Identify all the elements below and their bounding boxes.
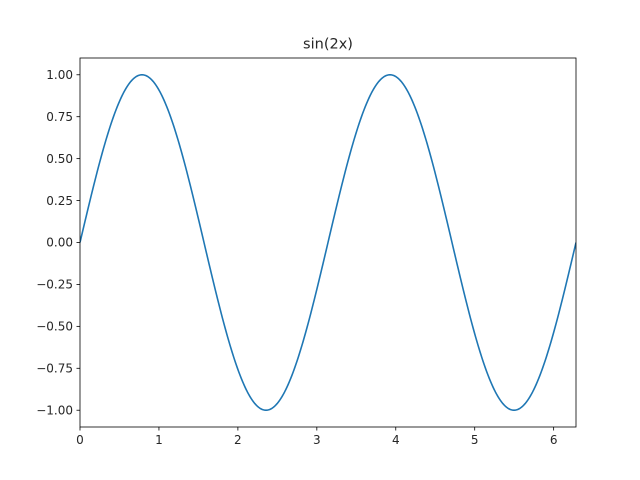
y-tick-label: −0.25 — [36, 278, 73, 292]
y-tick-label: 0.50 — [46, 152, 73, 166]
y-tick-label: −1.00 — [36, 403, 73, 417]
x-tick-label: 0 — [76, 433, 84, 447]
y-tick-label: 0.25 — [46, 194, 73, 208]
y-tick-label: −0.50 — [36, 320, 73, 334]
chart-title: sin(2x) — [303, 37, 353, 53]
x-tick-label: 5 — [471, 433, 479, 447]
plot-area — [80, 73, 576, 412]
y-tick-label: 0.00 — [46, 236, 73, 250]
series-line — [80, 73, 576, 412]
axes: 0 1 2 3 4 5 6 −1.00 −0.75 −0.50 −0.25 0.00 0.25 0.50 0… — [36, 57, 577, 447]
y-tick-label: 1.00 — [46, 68, 73, 82]
y-tick-label: 0.75 — [46, 110, 73, 124]
x-tick-label: 3 — [313, 433, 321, 447]
x-tick-label: 1 — [155, 433, 163, 447]
x-tick-label: 6 — [550, 433, 558, 447]
x-tick-label: 2 — [234, 433, 242, 447]
y-tick-label: −0.75 — [36, 361, 73, 375]
x-tick-label: 4 — [392, 433, 400, 447]
